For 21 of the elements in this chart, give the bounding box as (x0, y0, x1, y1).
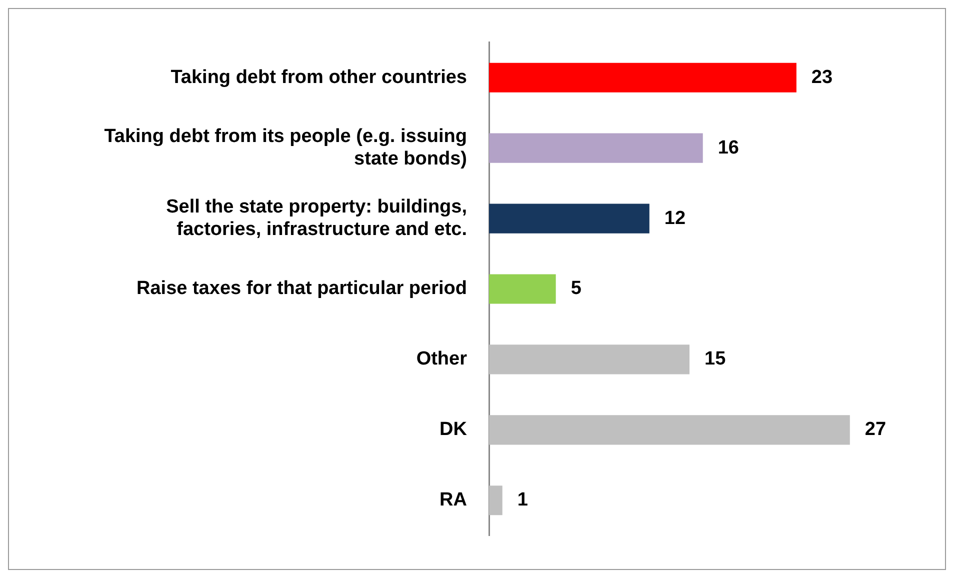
data-label: 16 (718, 137, 740, 158)
data-label: 27 (864, 419, 886, 440)
bar (489, 486, 502, 516)
bar (489, 274, 556, 304)
y-tick-label: Sell the state property: buildings, factories, infrastructure and etc. (166, 196, 467, 240)
bar (489, 204, 650, 234)
data-label: 1 (517, 490, 528, 511)
y-tick-label: Taking debt from its people (e.g. issuing state bonds) (104, 126, 467, 170)
data-label: 12 (664, 208, 686, 229)
data-label: 5 (570, 278, 582, 300)
data-label: 15 (704, 348, 726, 370)
y-tick-label: Other (416, 348, 468, 370)
bar (489, 133, 703, 163)
bar (489, 344, 690, 374)
y-tick-label: DK (440, 419, 468, 440)
y-tick-label: Raise taxes for that particular period (136, 278, 467, 300)
data-label: 23 (811, 66, 833, 88)
bar (489, 62, 796, 92)
y-tick-label: RA (440, 490, 468, 511)
bar (489, 415, 850, 445)
y-tick-label: Taking debt from other countries (170, 66, 467, 88)
